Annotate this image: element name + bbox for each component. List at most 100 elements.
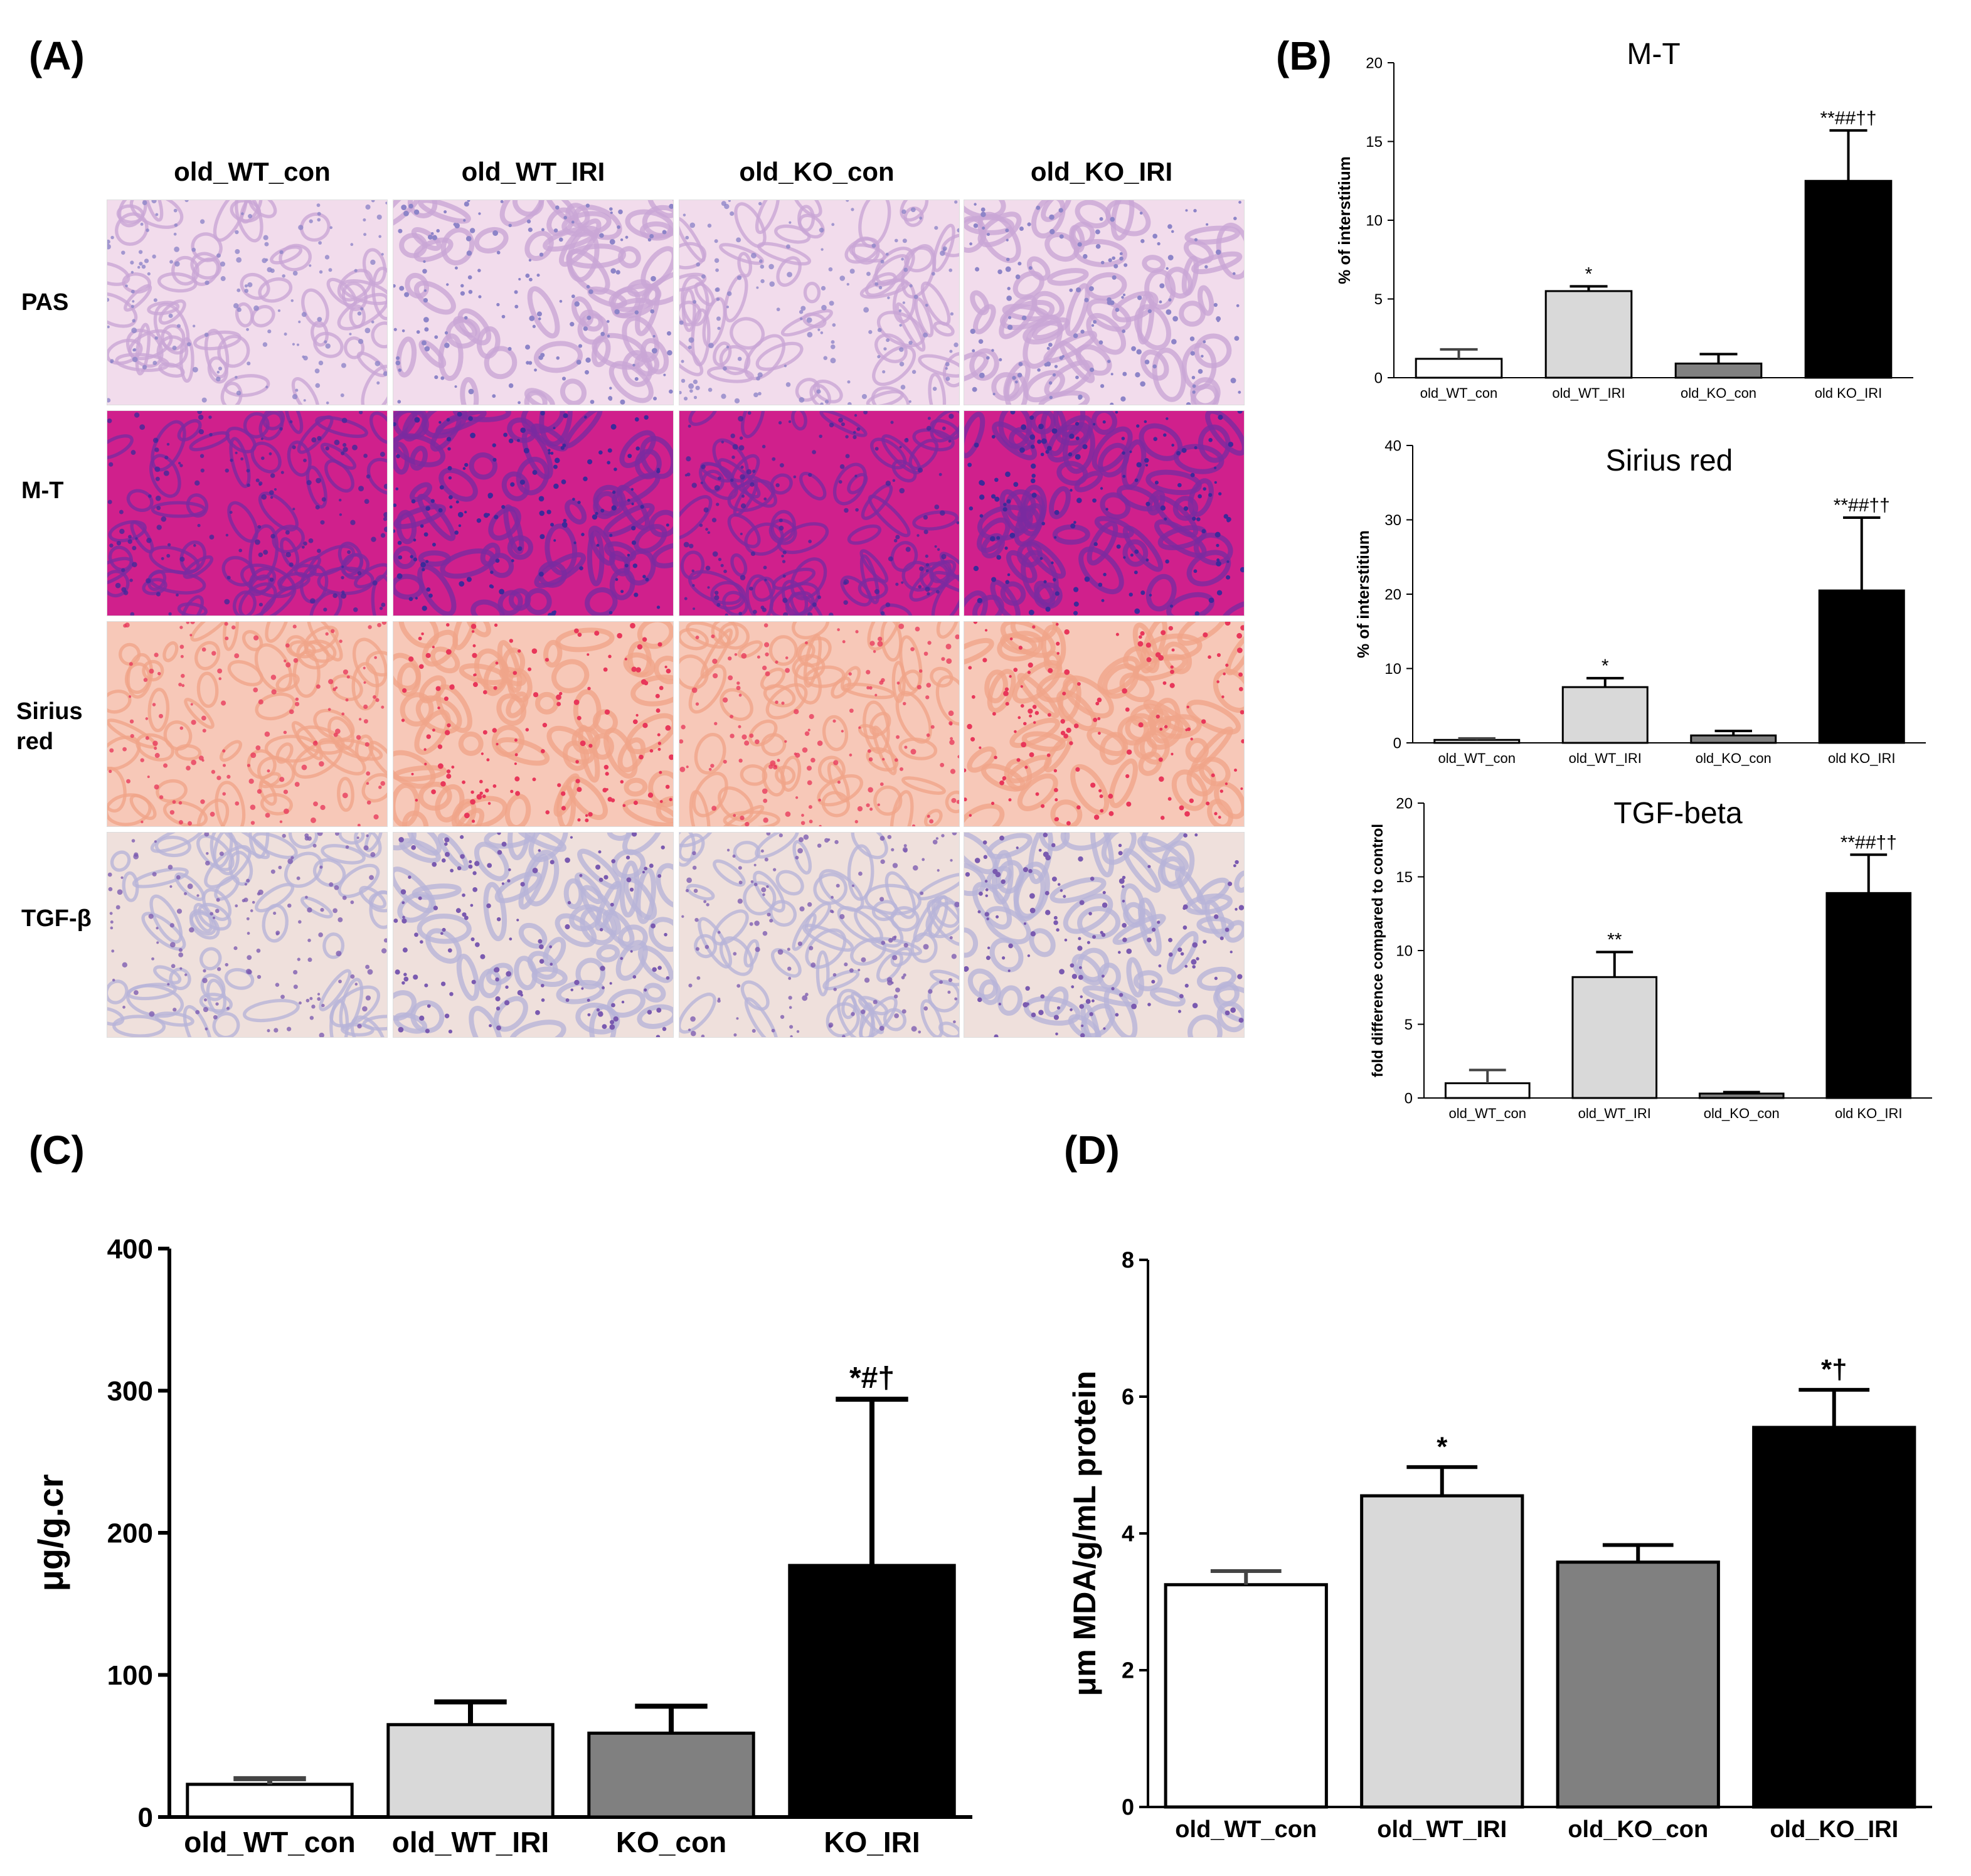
y-tick-label: 5 [1374, 291, 1383, 308]
category-label: old KO_IRI [1835, 1106, 1903, 1121]
chart-title: Sirius red [1606, 444, 1733, 477]
micrograph-texture [964, 833, 1244, 1037]
significance-label: *† [1821, 1354, 1847, 1385]
chart-tgf-beta-svg: 0 5 10 15 20 old_WT_con old_WT_IRI ** old_KO_con… [1369, 795, 1932, 1121]
significance-label: *#† [849, 1362, 895, 1395]
column-header: old_WT_con [174, 157, 331, 186]
category-label: old_WT_IRI [1552, 385, 1625, 401]
micrograph-texture [964, 622, 1244, 826]
chart-sirius-red-svg: 0 10 20 30 40 old_WT_con old_WT_IRI * old_KO_con… [1354, 437, 1926, 766]
bar [1360, 1494, 1524, 1809]
significance-label: **##†† [1841, 832, 1897, 853]
micrograph-tile [393, 621, 674, 827]
significance-label: * [1602, 656, 1609, 676]
y-tick-label: 15 [1396, 869, 1413, 886]
micrograph-tile [393, 832, 674, 1038]
y-axis-label: μg/g.cr [31, 1474, 70, 1592]
micrograph-tile [107, 832, 388, 1038]
y-tick-label: 20 [1384, 586, 1401, 603]
chart-d: 0 2 4 6 8 old_WT_con old_WT_IRI * old_KO_con old_… [1066, 1230, 1945, 1860]
y-tick-label: 0 [1405, 1090, 1413, 1107]
y-tick-label: 5 [1405, 1016, 1413, 1033]
category-label: KO_con [616, 1826, 726, 1858]
bar [1674, 362, 1763, 379]
micrograph-tile [679, 832, 960, 1038]
category-label: old_WT_con [1448, 1106, 1526, 1121]
significance-label: * [1437, 1431, 1448, 1462]
y-axis-label: % of interstitium [1335, 156, 1354, 284]
micrograph-texture [679, 200, 959, 405]
micrograph-texture [679, 622, 959, 826]
chart-tgf-beta: 0 5 10 15 20 old_WT_con old_WT_IRI ** old_KO_con… [1369, 784, 1951, 1126]
y-tick-label: 15 [1366, 134, 1383, 151]
y-tick-label: 2 [1122, 1658, 1134, 1683]
micrograph-tile [679, 621, 960, 827]
column-header: old_KO_con [739, 157, 895, 186]
panel-label-c: (C) [29, 1127, 85, 1173]
micrograph-tile [964, 200, 1245, 405]
chart-title: TGF-beta [1613, 797, 1743, 830]
bar [1544, 290, 1633, 379]
y-tick-label: 4 [1122, 1521, 1134, 1547]
y-tick-label: 40 [1384, 437, 1401, 454]
micrograph-tile [107, 200, 388, 405]
y-tick-label: 0 [138, 1802, 153, 1833]
micrograph-texture [107, 200, 387, 405]
y-axis-label: fold difference compared to control [1369, 824, 1386, 1077]
y-tick-label: 10 [1384, 661, 1401, 678]
column-header: old_KO_IRI [1030, 157, 1173, 186]
micrograph-texture [393, 411, 673, 616]
chart-mt: 0 5 10 15 20 old_WT_con old_WT_IRI * old_KO_con o… [1335, 38, 1951, 417]
micrograph-tile [964, 621, 1245, 827]
panel-label-d: (D) [1064, 1127, 1120, 1173]
significance-label: **##†† [1820, 108, 1876, 129]
y-tick-label: 10 [1366, 212, 1383, 229]
micrograph-tile [679, 200, 960, 405]
y-axis-label: μm MDA/g/mL protein [1067, 1371, 1102, 1697]
y-tick-label: 10 [1396, 942, 1413, 959]
y-axis-label: % of interstitium [1354, 530, 1373, 658]
bar [1415, 358, 1503, 379]
bar [1825, 892, 1912, 1099]
bar [1752, 1426, 1916, 1809]
category-label: old_KO_con [1681, 385, 1756, 401]
category-label: old_WT_con [184, 1826, 355, 1858]
significance-label: ** [1607, 929, 1622, 950]
category-label: old_WT_IRI [1578, 1106, 1651, 1121]
micrograph-texture [964, 200, 1244, 405]
row-header: M-T [21, 477, 64, 504]
significance-label: * [1585, 264, 1593, 284]
micrograph-tile [107, 621, 388, 827]
category-label: old_WT_con [1175, 1816, 1317, 1843]
category-label: KO_IRI [824, 1826, 920, 1858]
category-label: old_WT_IRI [1377, 1816, 1507, 1843]
category-label: old_WT_IRI [392, 1826, 549, 1858]
y-tick-label: 100 [107, 1660, 153, 1691]
micrograph-tile [393, 410, 674, 616]
bar [788, 1564, 956, 1819]
y-tick-label: 8 [1122, 1247, 1134, 1273]
category-label: old_KO_IRI [1770, 1816, 1898, 1843]
bar [1164, 1583, 1328, 1809]
bar [1690, 734, 1777, 744]
y-tick-label: 0 [1393, 735, 1401, 752]
micrograph-texture [679, 411, 959, 616]
micrograph-texture [393, 833, 673, 1037]
micrograph-texture [107, 622, 387, 826]
chart-mt-svg: 0 5 10 15 20 old_WT_con old_WT_IRI * old_KO_con o… [1335, 38, 1913, 401]
category-label: old_KO_con [1568, 1816, 1708, 1843]
y-tick-label: 30 [1384, 512, 1401, 529]
significance-label: **##†† [1834, 495, 1890, 516]
bar [1571, 976, 1658, 1099]
bar [1561, 686, 1649, 744]
bar [1444, 1082, 1531, 1099]
category-label: old_WT_con [1420, 385, 1498, 401]
category-label: old_KO_con [1696, 750, 1772, 766]
micrograph-tile [679, 410, 960, 616]
category-label: old KO_IRI [1815, 385, 1883, 401]
chart-sirius-red: 0 10 20 30 40 old_WT_con old_WT_IRI * old_KO_con… [1354, 433, 1951, 769]
bar [386, 1723, 555, 1819]
micrograph-tile [964, 832, 1245, 1038]
micrograph-tile [107, 410, 388, 616]
micrograph-texture [679, 833, 959, 1037]
